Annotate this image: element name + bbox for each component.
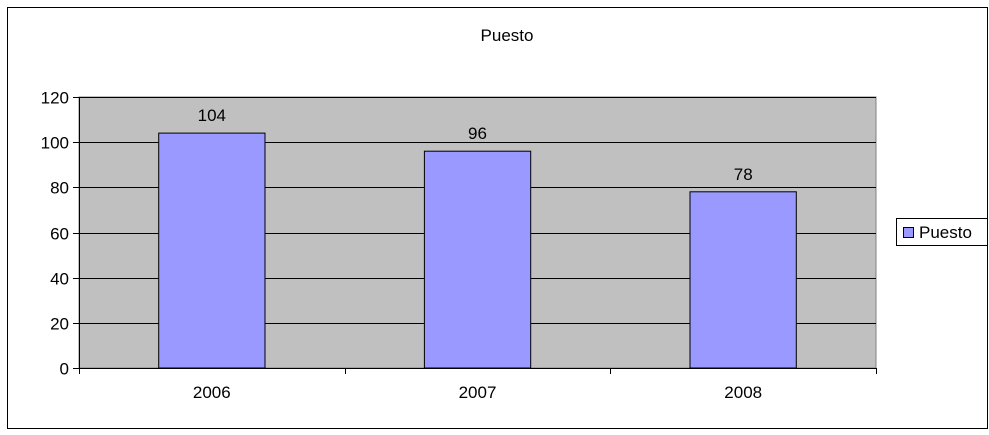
x-tick-label: 2008 xyxy=(724,383,762,402)
data-label: 96 xyxy=(468,124,487,143)
legend-label: Puesto xyxy=(919,223,972,242)
x-tick-label: 2006 xyxy=(193,383,231,402)
bar xyxy=(423,150,532,369)
bar xyxy=(689,191,797,369)
y-tick-label: 100 xyxy=(41,134,69,153)
y-tick-label: 120 xyxy=(41,89,69,108)
y-tick-label: 60 xyxy=(50,225,69,244)
data-label: 104 xyxy=(198,106,226,125)
y-tick-label: 20 xyxy=(50,315,69,334)
legend: Puesto xyxy=(896,218,988,246)
data-labels: 104 96 78 xyxy=(198,106,753,184)
chart-title: Puesto xyxy=(481,26,534,45)
y-axis: 0 20 40 60 80 100 120 xyxy=(41,89,80,379)
x-tick-label: 2007 xyxy=(459,383,497,402)
y-tick-label: 80 xyxy=(50,179,69,198)
data-label: 78 xyxy=(734,165,753,184)
y-tick-label: 0 xyxy=(60,360,69,379)
x-axis: 2006 2007 2008 xyxy=(79,368,877,402)
y-tick-label: 40 xyxy=(50,270,69,289)
bar xyxy=(158,132,266,369)
legend-swatch xyxy=(903,227,914,238)
bars xyxy=(158,132,797,369)
